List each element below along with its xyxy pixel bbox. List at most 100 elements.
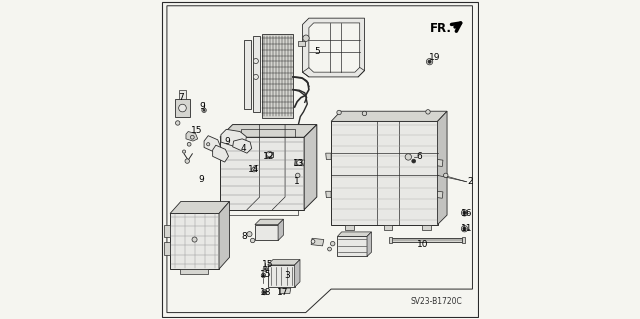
- Polygon shape: [219, 201, 230, 269]
- Circle shape: [263, 267, 268, 271]
- Circle shape: [311, 240, 315, 243]
- Polygon shape: [422, 225, 431, 230]
- Circle shape: [261, 273, 266, 278]
- Circle shape: [296, 173, 300, 178]
- Polygon shape: [262, 34, 293, 118]
- Circle shape: [362, 111, 367, 116]
- Text: 11: 11: [461, 224, 472, 233]
- Circle shape: [330, 241, 335, 246]
- Circle shape: [267, 151, 273, 157]
- Circle shape: [253, 74, 259, 79]
- Circle shape: [192, 237, 197, 242]
- Text: 14: 14: [248, 165, 260, 174]
- Polygon shape: [186, 131, 198, 141]
- Circle shape: [461, 210, 468, 216]
- Circle shape: [428, 60, 431, 63]
- Text: 18: 18: [260, 288, 271, 297]
- Polygon shape: [253, 36, 260, 113]
- Circle shape: [247, 232, 252, 237]
- Text: 7: 7: [179, 93, 184, 102]
- Text: 15: 15: [262, 260, 273, 269]
- Text: 9: 9: [200, 102, 205, 111]
- Circle shape: [262, 274, 264, 276]
- Text: 12: 12: [263, 152, 274, 161]
- Circle shape: [250, 238, 255, 243]
- Polygon shape: [367, 232, 371, 256]
- Polygon shape: [164, 225, 170, 237]
- Circle shape: [264, 268, 266, 270]
- Polygon shape: [294, 160, 305, 166]
- Text: 5: 5: [314, 47, 320, 56]
- Circle shape: [405, 154, 412, 160]
- Polygon shape: [170, 201, 230, 213]
- Text: SV23-B1720C: SV23-B1720C: [410, 297, 462, 306]
- Bar: [389, 237, 392, 243]
- Circle shape: [426, 110, 430, 114]
- Polygon shape: [278, 219, 284, 241]
- Circle shape: [188, 142, 191, 146]
- Circle shape: [253, 58, 259, 63]
- Text: 2: 2: [467, 177, 473, 186]
- Polygon shape: [294, 260, 300, 287]
- Polygon shape: [438, 191, 443, 198]
- Polygon shape: [326, 153, 331, 160]
- Circle shape: [426, 58, 433, 65]
- Polygon shape: [179, 90, 186, 99]
- Circle shape: [262, 290, 267, 295]
- Circle shape: [179, 104, 186, 112]
- Text: 16: 16: [461, 209, 472, 218]
- Text: 3: 3: [285, 271, 291, 280]
- Text: 10: 10: [417, 240, 428, 249]
- Polygon shape: [212, 145, 228, 162]
- Circle shape: [303, 35, 309, 41]
- Polygon shape: [337, 236, 367, 256]
- Polygon shape: [268, 260, 300, 265]
- Circle shape: [263, 291, 266, 293]
- Polygon shape: [438, 111, 447, 225]
- Text: 9: 9: [198, 175, 204, 184]
- Polygon shape: [221, 129, 246, 148]
- Circle shape: [203, 109, 205, 111]
- Polygon shape: [279, 288, 291, 293]
- Polygon shape: [390, 238, 462, 242]
- Circle shape: [175, 121, 180, 125]
- Text: 17: 17: [276, 288, 288, 297]
- Text: 15: 15: [260, 270, 271, 279]
- Polygon shape: [175, 99, 191, 117]
- Polygon shape: [255, 225, 278, 241]
- Circle shape: [182, 150, 186, 153]
- Polygon shape: [331, 122, 438, 225]
- Text: 13: 13: [292, 159, 304, 168]
- Circle shape: [191, 135, 194, 139]
- Circle shape: [463, 227, 466, 230]
- Polygon shape: [268, 265, 294, 287]
- Polygon shape: [204, 136, 221, 153]
- Text: FR.: FR.: [430, 22, 452, 35]
- Circle shape: [297, 160, 302, 165]
- Text: 19: 19: [429, 53, 441, 62]
- Polygon shape: [337, 232, 371, 236]
- Circle shape: [252, 167, 256, 172]
- Polygon shape: [220, 137, 304, 210]
- Polygon shape: [303, 18, 364, 77]
- Circle shape: [328, 247, 332, 251]
- Polygon shape: [220, 124, 317, 137]
- Polygon shape: [170, 213, 219, 269]
- Polygon shape: [331, 111, 447, 122]
- Text: 9: 9: [225, 137, 230, 145]
- Polygon shape: [326, 191, 331, 197]
- Polygon shape: [162, 2, 478, 317]
- Polygon shape: [255, 219, 284, 225]
- Circle shape: [412, 159, 415, 163]
- Bar: [461, 237, 465, 243]
- Polygon shape: [438, 160, 443, 167]
- Polygon shape: [233, 139, 252, 153]
- Circle shape: [185, 159, 189, 163]
- Polygon shape: [298, 41, 305, 46]
- Circle shape: [337, 110, 341, 115]
- Polygon shape: [383, 225, 392, 230]
- Circle shape: [207, 143, 210, 146]
- Polygon shape: [309, 23, 360, 72]
- Polygon shape: [164, 242, 170, 255]
- Circle shape: [461, 226, 468, 232]
